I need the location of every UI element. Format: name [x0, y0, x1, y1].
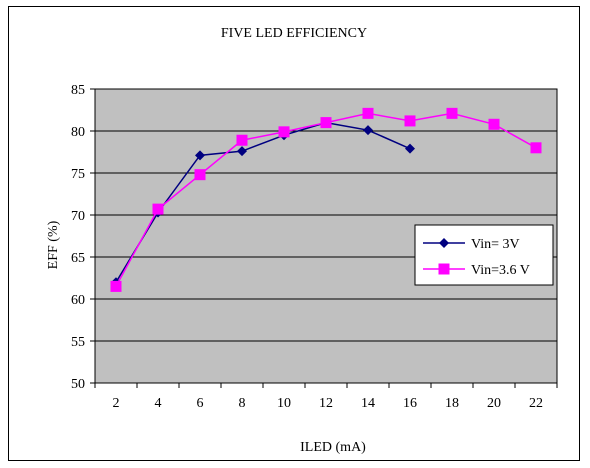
series-1-point-0 — [110, 280, 122, 292]
x-tick-label-14: 14 — [361, 396, 375, 411]
series-1 — [110, 107, 542, 292]
series-1-point-6 — [362, 107, 374, 119]
x-tick-label-4: 4 — [155, 396, 162, 411]
y-tick-label-65: 65 — [71, 251, 85, 266]
x-axis-title: ILED (mA) — [300, 440, 366, 455]
y-tick-label-70: 70 — [71, 209, 85, 224]
x-tick-label-2: 2 — [113, 396, 120, 411]
legend: Vin= 3V Vin=3.6 V — [414, 224, 554, 286]
legend-box — [414, 224, 554, 286]
series-1-point-3 — [236, 134, 248, 146]
chart: FIVE LED EFFICIENCY 50 55 60 65 70 75 80 85 2 4 6… — [46, 26, 558, 455]
series-1-point-7 — [404, 115, 416, 127]
chart-title: FIVE LED EFFICIENCY — [221, 26, 367, 41]
series-layer — [110, 107, 542, 292]
legend-marker-0 — [439, 238, 449, 248]
x-tick-label-8: 8 — [239, 396, 246, 411]
series-0-point-7 — [405, 143, 415, 154]
x-tick-label-22: 22 — [529, 396, 543, 411]
x-tick-label-16: 16 — [403, 396, 417, 411]
series-1-point-8 — [446, 107, 458, 119]
y-axis-title: EFF (%) — [46, 220, 61, 269]
series-1-point-4 — [278, 126, 290, 138]
legend-marker-1 — [438, 263, 450, 275]
series-1-point-10 — [530, 142, 542, 154]
series-1-point-1 — [152, 203, 164, 215]
legend-label-0: Vin= 3V — [471, 237, 520, 252]
series-0-point-6 — [363, 125, 373, 136]
y-tick-label-80: 80 — [71, 125, 85, 140]
y-tick-label-60: 60 — [71, 293, 85, 308]
x-tick-label-20: 20 — [487, 396, 501, 411]
y-tick-label-50: 50 — [71, 377, 85, 392]
x-tick-label-6: 6 — [197, 396, 204, 411]
y-tick-label-85: 85 — [71, 83, 85, 98]
chart-frame: FIVE LED EFFICIENCY 50 55 60 65 70 75 80 85 2 4 6… — [8, 6, 580, 461]
x-tick-label-18: 18 — [445, 396, 459, 411]
y-axis-ticks: 50 55 60 65 70 75 80 85 — [71, 83, 95, 392]
series-0-point-2 — [195, 150, 205, 161]
x-tick-label-10: 10 — [277, 396, 291, 411]
y-tick-label-55: 55 — [71, 335, 85, 350]
series-1-point-2 — [194, 169, 206, 181]
series-0-point-3 — [237, 146, 247, 157]
x-tick-label-12: 12 — [319, 396, 333, 411]
x-axis-ticks: 2 4 6 8 10 12 14 16 18 20 22 — [94, 383, 558, 411]
y-tick-label-75: 75 — [71, 167, 85, 182]
series-1-point-9 — [488, 118, 500, 130]
legend-label-1: Vin=3.6 V — [471, 263, 530, 278]
grid-lines — [95, 130, 557, 342]
series-1-point-5 — [320, 117, 332, 129]
axes — [94, 89, 557, 384]
